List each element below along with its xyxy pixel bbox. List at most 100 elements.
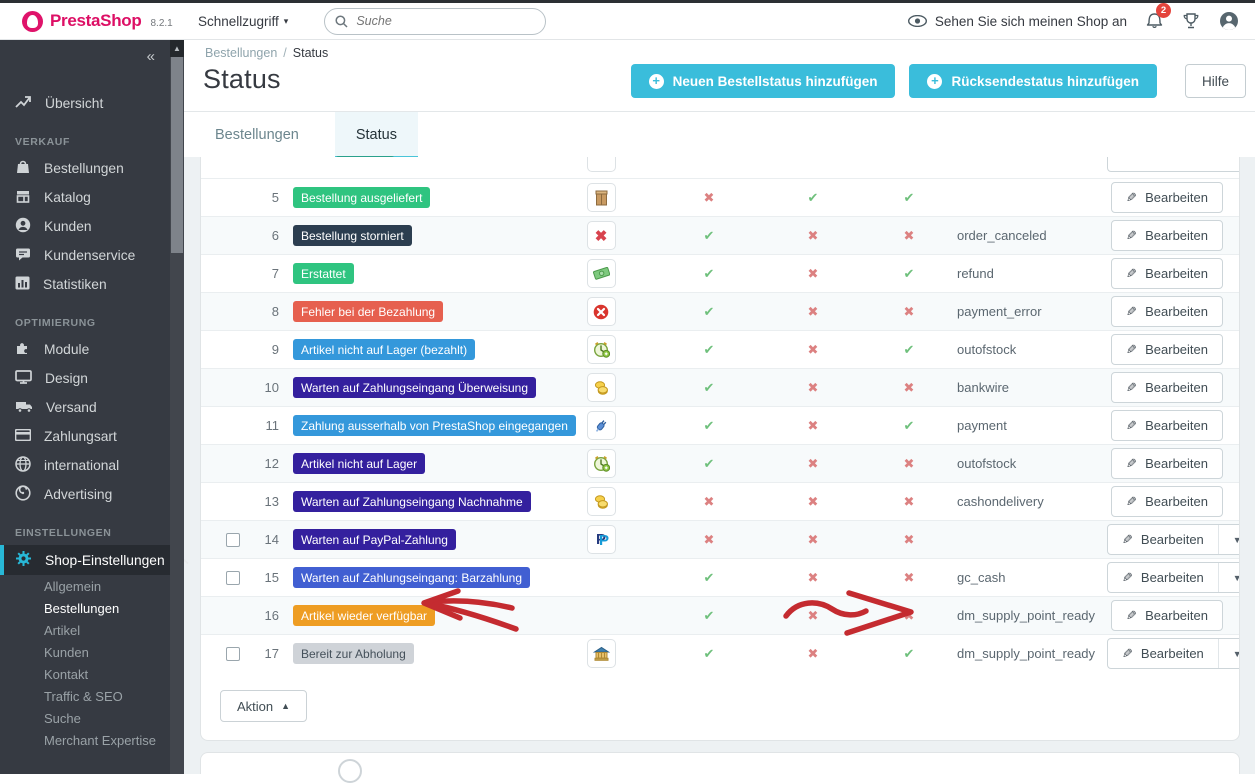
bulk-action-button[interactable]: Aktion ▲ <box>220 690 308 722</box>
scrollbar-thumb[interactable] <box>171 57 183 253</box>
quick-access-dropdown[interactable]: Schnellzugriff ▾ <box>198 14 288 29</box>
search-box[interactable] <box>324 7 547 35</box>
sidebar-item-module[interactable]: Module <box>0 335 170 364</box>
bell-icon <box>1146 12 1163 28</box>
email-template: outofstock <box>957 342 1017 357</box>
flag-2: ✖ <box>765 646 861 662</box>
sidebar-item-zahlungsart[interactable]: Zahlungsart <box>0 422 170 451</box>
email-template: dm_supply_point_ready <box>957 646 1096 661</box>
scrollbar-up-button[interactable]: ▲ <box>170 40 184 57</box>
panel-circle-icon <box>338 759 362 783</box>
edit-button[interactable]: ✎ Bearbeiten <box>1111 486 1223 517</box>
sidebar-subitem-artikel[interactable]: Artikel <box>44 622 81 638</box>
sidebar-item-kundenservice[interactable]: Kundenservice <box>0 241 170 270</box>
status-badge: Bestellung storniert <box>293 225 412 246</box>
row-checkbox[interactable] <box>226 570 240 585</box>
pencil-icon: ✎ <box>1126 189 1138 205</box>
table-row-partial <box>201 157 1239 178</box>
sidebar-subitem-allgemein[interactable]: Allgemein <box>44 578 102 594</box>
cross-icon: ✖ <box>807 645 819 661</box>
check-icon: ✔ <box>903 341 915 357</box>
dropdown-caret[interactable]: ▼ <box>1217 639 1239 668</box>
pencil-icon: ✎ <box>1122 569 1133 585</box>
sidebar-item-international[interactable]: international <box>0 451 170 480</box>
cross-icon: ✖ <box>903 379 915 395</box>
view-shop-link[interactable]: Sehen Sie sich meinen Shop an <box>907 14 1127 29</box>
edit-button[interactable]: ✎ Bearbeiten ▼ <box>1107 638 1239 669</box>
sidebar-subitem-suche[interactable]: Suche <box>44 710 81 726</box>
bulk-action-label: Aktion <box>237 698 274 714</box>
dropdown-caret[interactable]: ▼ <box>1217 563 1239 592</box>
edit-button[interactable] <box>1107 157 1239 172</box>
edit-button[interactable]: ✎ Bearbeiten <box>1111 448 1223 479</box>
check-icon: ✔ <box>903 189 915 205</box>
tab-status[interactable]: Status <box>334 112 419 163</box>
sidebar-subitem-kontakt[interactable]: Kontakt <box>44 666 89 682</box>
sidebar-subitem-kunden[interactable]: Kunden <box>44 644 89 660</box>
megaphone-icon <box>15 485 31 504</box>
row-checkbox[interactable] <box>226 532 240 547</box>
sidebar-subitem-traffic-seo[interactable]: Traffic & SEO <box>44 688 123 704</box>
flag-3: ✔ <box>861 266 957 282</box>
edit-button[interactable]: ✎ Bearbeiten ▼ <box>1107 524 1239 555</box>
row-id: 15 <box>264 570 279 585</box>
cross-icon: ✖ <box>703 493 715 509</box>
status-badge: Warten auf Zahlungseingang Überweisung <box>293 377 537 398</box>
dropdown-caret[interactable]: ▼ <box>1217 525 1239 554</box>
shopping-bag-icon <box>15 159 31 178</box>
trophy-icon[interactable] <box>1182 12 1200 30</box>
edit-button[interactable]: ✎ Bearbeiten <box>1111 258 1223 289</box>
sidebar-item-kunden[interactable]: Kunden <box>0 212 170 241</box>
profile-avatar-icon[interactable] <box>1219 11 1239 31</box>
search-icon <box>335 14 348 28</box>
status-badge: Bestellung ausgeliefert <box>293 187 431 208</box>
gear-icon <box>15 550 32 570</box>
plug-icon <box>586 411 616 440</box>
sidebar-scrollbar[interactable]: ▲ <box>170 40 184 774</box>
edit-button[interactable]: ✎ Bearbeiten <box>1111 220 1223 251</box>
email-template: order_canceled <box>957 228 1047 243</box>
edit-button[interactable]: ✎ Bearbeiten <box>1111 334 1223 365</box>
edit-button[interactable]: ✎ Bearbeiten ▼ <box>1107 562 1239 593</box>
globe-icon <box>15 456 31 475</box>
table-row-status-13: 13 Warten auf Zahlungseingang Nachnahme ✖ ✖… <box>201 482 1239 520</box>
status-badge: Artikel wieder verfügbar <box>293 605 436 626</box>
sidebar-section-label: OPTIMIERUNG <box>15 317 96 329</box>
plus-icon: + <box>648 73 664 89</box>
add-order-status-button[interactable]: + Neuen Bestellstatus hinzufügen <box>630 64 896 98</box>
edit-button[interactable]: ✎ Bearbeiten <box>1111 410 1223 441</box>
notifications-button[interactable]: 2 <box>1146 2 1171 33</box>
breadcrumb-parent[interactable]: Bestellungen <box>205 46 278 60</box>
sidebar-collapse-button[interactable]: « <box>146 48 155 65</box>
cross-icon: ✖ <box>807 417 819 433</box>
search-input[interactable] <box>356 14 517 28</box>
row-id: 11 <box>265 418 280 433</box>
cross-icon: ✖ <box>903 531 915 547</box>
sidebar-item-advertising[interactable]: Advertising <box>0 480 170 509</box>
add-return-status-button[interactable]: + Rücksendestatus hinzufügen <box>909 64 1157 98</box>
flag-1: ✔ <box>653 304 765 320</box>
sidebar-item-statistiken[interactable]: Statistiken <box>0 270 170 299</box>
sidebar-item-shop-einstellungen[interactable]: Shop-Einstellungen <box>0 545 189 575</box>
sidebar-item-katalog[interactable]: Katalog <box>0 183 170 212</box>
sidebar-item-bestellungen[interactable]: Bestellungen <box>0 154 170 183</box>
help-button[interactable]: Hilfe <box>1184 64 1246 98</box>
sidebar-item-versand[interactable]: Versand <box>0 393 170 422</box>
sidebar-item-design[interactable]: Design <box>0 364 170 393</box>
tab-bestellungen[interactable]: Bestellungen <box>215 126 299 143</box>
breadcrumb-current: Status <box>292 46 329 60</box>
tabs-bar: Bestellungen Status <box>184 112 1255 163</box>
cross-icon: ✖ <box>903 455 915 471</box>
edit-button[interactable]: ✎ Bearbeiten <box>1111 600 1223 631</box>
cross-icon: ✖ <box>903 227 915 243</box>
edit-button[interactable]: ✎ Bearbeiten <box>1111 182 1223 213</box>
row-checkbox[interactable] <box>226 646 240 661</box>
sidebar-subitem-merchant-expertise[interactable]: Merchant Expertise <box>44 732 156 748</box>
prestashop-logo[interactable]: PrestaShop 8.2.1 <box>0 10 184 32</box>
edit-button[interactable]: ✎ Bearbeiten <box>1111 372 1223 403</box>
sidebar-subitem-bestellungen[interactable]: Bestellungen <box>44 600 120 616</box>
edit-label: Bearbeiten <box>1145 608 1208 623</box>
edit-button[interactable]: ✎ Bearbeiten <box>1111 296 1223 327</box>
edit-label: Bearbeiten <box>1145 266 1208 281</box>
sidebar-item-uebersicht[interactable]: Übersicht <box>0 89 170 118</box>
